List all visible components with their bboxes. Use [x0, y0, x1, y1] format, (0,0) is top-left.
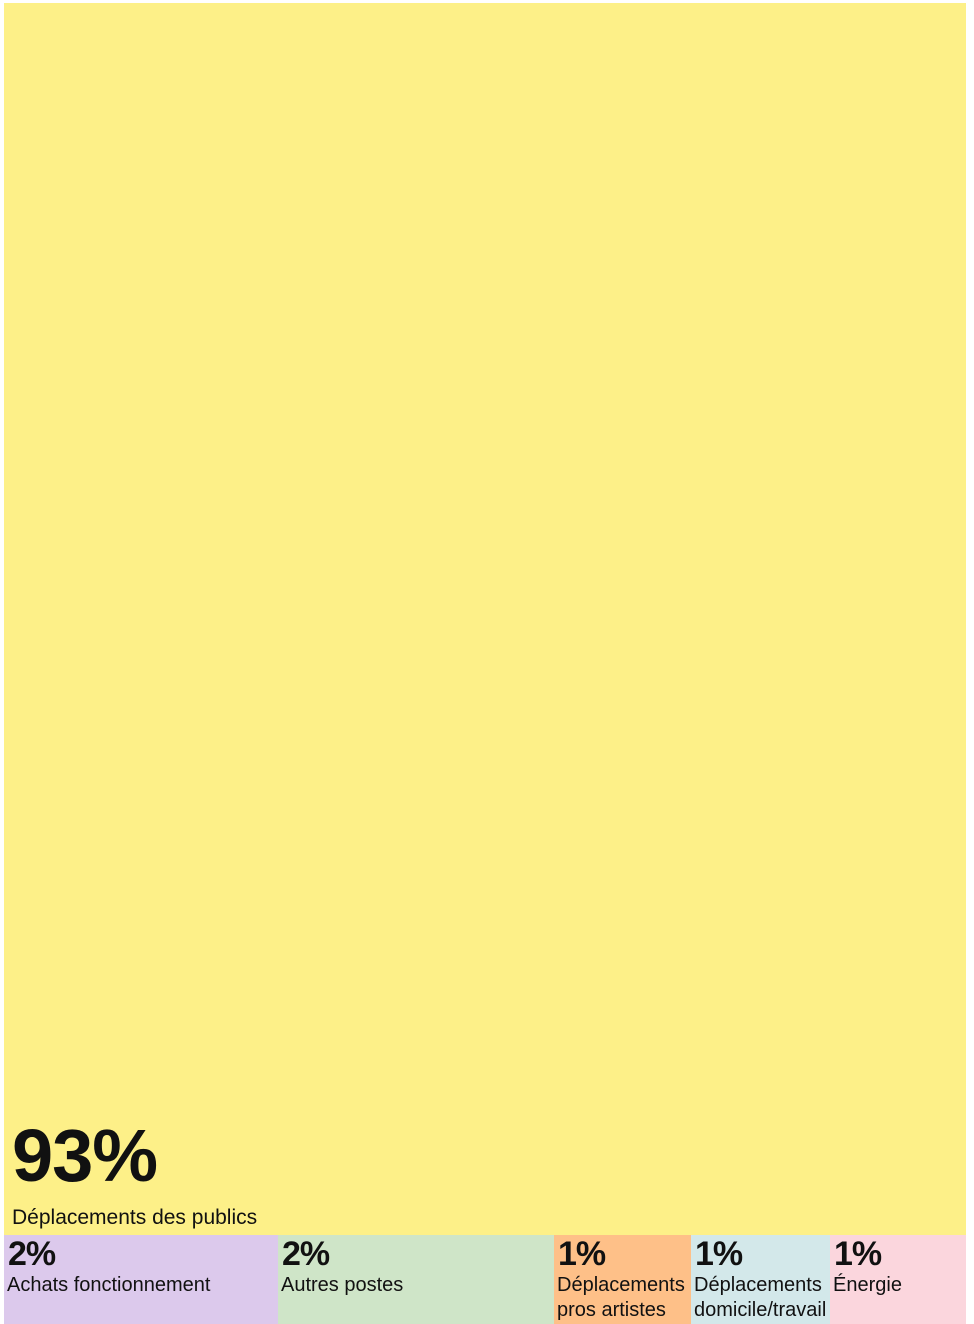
tile-value-label: 1% [695, 1235, 743, 1273]
treemap-tile: 2% Autres postes [278, 1235, 554, 1324]
tile-category-label: Déplacements pros artistes [557, 1274, 685, 1321]
tile-value-label: 2% [282, 1235, 330, 1273]
tile-category-label: Déplacements domicile/travail [694, 1274, 827, 1321]
tile-category-label: Achats fonctionnement [7, 1274, 211, 1296]
treemap: 93% Déplacements des publics 2% Achats fonc… [4, 3, 966, 1324]
tile-value-label: 93% [12, 1114, 158, 1197]
treemap-tile: 2% Achats fonctionnement [4, 1235, 278, 1324]
treemap-tile: 1% Déplacements pros artistes [554, 1235, 691, 1324]
tile-value-label: 1% [558, 1235, 606, 1273]
tile-category-label: Autres postes [281, 1274, 404, 1296]
tile-value-label: 1% [834, 1235, 882, 1273]
tile-category-label: Énergie [833, 1274, 902, 1296]
tile-category-label: Déplacements des publics [12, 1205, 258, 1229]
treemap-tile: 93% Déplacements des publics [4, 3, 966, 1235]
treemap-tile: 1% Déplacements domicile/travail [691, 1235, 830, 1324]
treemap-tile: 1% Énergie [830, 1235, 966, 1324]
tile-value-label: 2% [8, 1235, 56, 1273]
